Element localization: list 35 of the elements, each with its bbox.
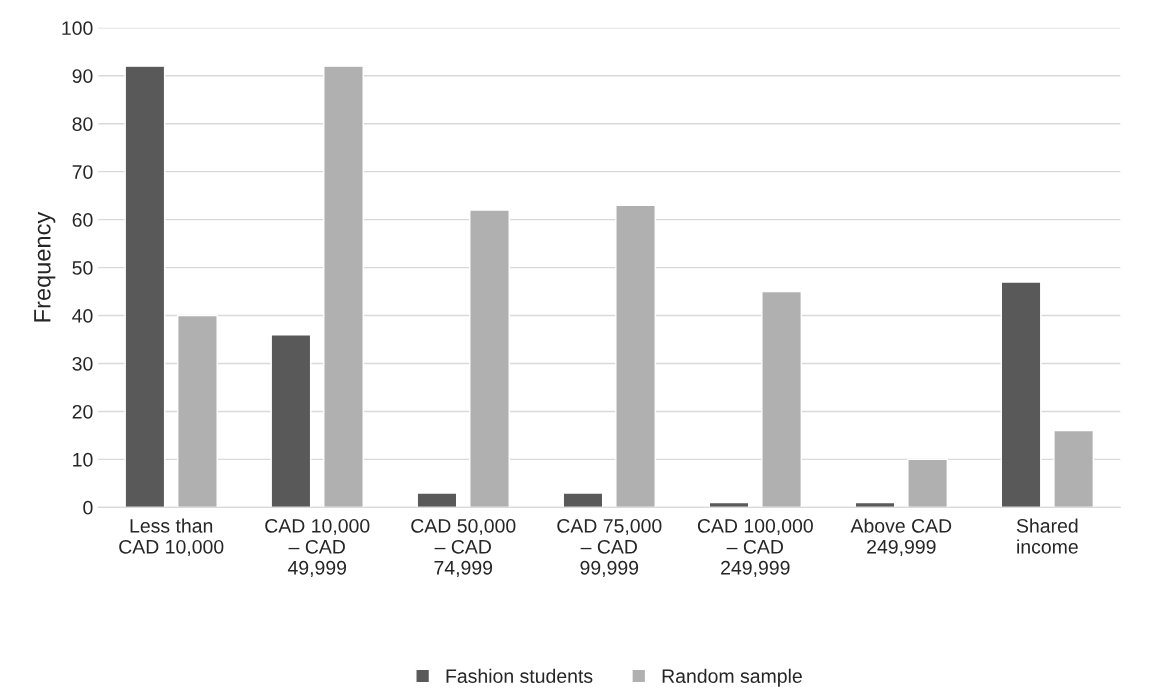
- bar: [761, 290, 802, 508]
- x-tick-label: Above CAD 249,999: [850, 518, 952, 556]
- bar: [907, 458, 949, 508]
- bar: [124, 65, 166, 508]
- y-tick-label: 0: [83, 500, 93, 515]
- x-tick-label: Shared income: [1016, 518, 1078, 554]
- x-tick-label: CAD 10,000 – CAD 49,999: [265, 518, 370, 577]
- y-tick-label: 50: [72, 261, 93, 275]
- bar: [854, 501, 896, 508]
- bar: [323, 65, 364, 508]
- y-tick-label: 20: [72, 404, 93, 419]
- bar: [615, 204, 656, 508]
- legend-label: Random sample: [662, 668, 802, 687]
- y-tick-label: 80: [72, 117, 93, 131]
- bar: [562, 492, 604, 508]
- bar: [177, 314, 218, 508]
- x-tick-label: Less than CAD 10,000: [119, 518, 224, 556]
- bar: [270, 334, 312, 508]
- bar: [1053, 429, 1095, 508]
- y-tick-label: 30: [72, 356, 93, 371]
- y-tick-label: 70: [72, 165, 93, 179]
- legend-label: Fashion students: [446, 668, 593, 683]
- y-tick-label: 40: [72, 309, 93, 323]
- x-tick-label: CAD 50,000 – CAD 74,999: [411, 518, 516, 577]
- x-tick-label: CAD 100,000 – CAD 249,999: [697, 518, 813, 577]
- x-tick-label: CAD 75,000 – CAD 99,999: [557, 518, 662, 577]
- y-tick-label: 100: [62, 21, 93, 36]
- bar: [469, 209, 510, 508]
- y-tick-label: 90: [72, 69, 93, 83]
- y-tick-label: 60: [72, 213, 93, 227]
- bar: [1000, 281, 1042, 508]
- y-axis-title: Frequency: [34, 211, 56, 322]
- bar: [416, 492, 458, 508]
- y-tick-label: 10: [73, 452, 93, 467]
- bar: [708, 501, 750, 508]
